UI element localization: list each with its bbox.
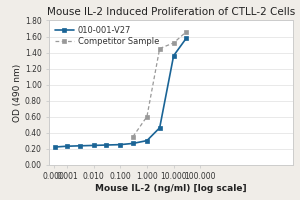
010-001-V27: [158, 127, 161, 129]
010-001-V27: [131, 142, 135, 145]
Competitor Sample: [172, 42, 175, 44]
010-001-V27: [145, 139, 149, 142]
010-001-V27: [172, 55, 175, 57]
Line: Competitor Sample: Competitor Sample: [131, 30, 188, 139]
010-001-V27: [184, 37, 188, 39]
Y-axis label: OD (490 nm): OD (490 nm): [13, 63, 22, 122]
Title: Mouse IL-2 Induced Proliferation of CTLL-2 Cells: Mouse IL-2 Induced Proliferation of CTLL…: [47, 7, 295, 17]
010-001-V27: [53, 146, 56, 148]
010-001-V27: [65, 145, 69, 147]
010-001-V27: [118, 143, 122, 146]
Competitor Sample: [184, 31, 188, 33]
Competitor Sample: [131, 135, 135, 138]
010-001-V27: [78, 145, 81, 147]
010-001-V27: [92, 144, 95, 147]
Competitor Sample: [158, 47, 161, 50]
Line: 010-001-V27: 010-001-V27: [53, 36, 188, 149]
Competitor Sample: [145, 115, 149, 118]
Legend: 010-001-V27, Competitor Sample: 010-001-V27, Competitor Sample: [53, 25, 161, 48]
X-axis label: Mouse IL-2 (ng/ml) [log scale]: Mouse IL-2 (ng/ml) [log scale]: [95, 184, 247, 193]
010-001-V27: [104, 144, 108, 146]
